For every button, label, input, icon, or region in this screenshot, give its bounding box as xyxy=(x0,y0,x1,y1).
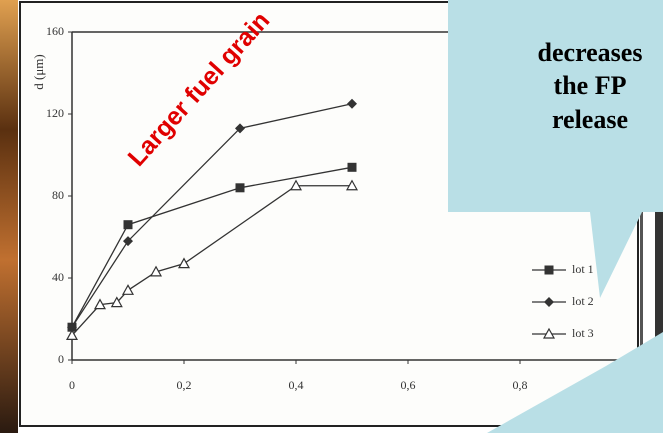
legend-marker xyxy=(544,297,554,307)
marker xyxy=(345,179,359,191)
x-tick-label: 0,4 xyxy=(289,378,304,392)
marker xyxy=(235,183,245,193)
marker xyxy=(235,123,245,134)
x-tick-label: 0 xyxy=(69,378,75,392)
x-tick-label: 0,6 xyxy=(401,378,416,392)
legend-marker xyxy=(542,327,556,339)
callout: decreases the FP release xyxy=(448,0,663,433)
plot: 0 40 80 120 160 0 0,2 0,4 0,6 0,8 lot 1 lot 2 lot 3 xyxy=(46,24,632,392)
legend-label: lot 2 xyxy=(572,294,594,308)
legend-label: lot 1 xyxy=(572,262,594,276)
marker xyxy=(123,220,133,230)
legend-marker xyxy=(544,265,554,275)
marker xyxy=(177,257,191,269)
callout-shape-lower xyxy=(487,332,663,433)
y-tick-label: 120 xyxy=(46,106,64,120)
y-tick-label: 40 xyxy=(52,270,64,284)
dark-panel xyxy=(655,0,663,433)
marker xyxy=(289,179,303,191)
y-tick-label: 80 xyxy=(52,188,64,202)
marker xyxy=(123,236,133,247)
marker xyxy=(149,265,163,277)
photo-strip xyxy=(0,0,18,433)
legend-label: lot 3 xyxy=(572,326,594,340)
series-line xyxy=(71,166,353,328)
callout-shape xyxy=(448,0,663,298)
y-tick-label: 0 xyxy=(58,352,64,366)
marker xyxy=(347,98,357,109)
callout-text: the FP xyxy=(554,71,627,100)
x-tick-label: 0,2 xyxy=(177,378,192,392)
marker xyxy=(67,322,77,333)
series-line xyxy=(71,103,353,328)
callout-text: decreases xyxy=(538,38,643,67)
divider xyxy=(640,0,643,433)
x-tick-label: 0,8 xyxy=(513,378,528,392)
marker xyxy=(93,298,107,310)
marker xyxy=(347,162,357,172)
y-tick-label: 160 xyxy=(46,24,64,38)
y-axis-label: d (μm) xyxy=(31,54,46,90)
marker xyxy=(65,329,79,340)
callout-text: release xyxy=(552,105,628,134)
marker xyxy=(121,284,135,295)
marker xyxy=(110,296,123,308)
